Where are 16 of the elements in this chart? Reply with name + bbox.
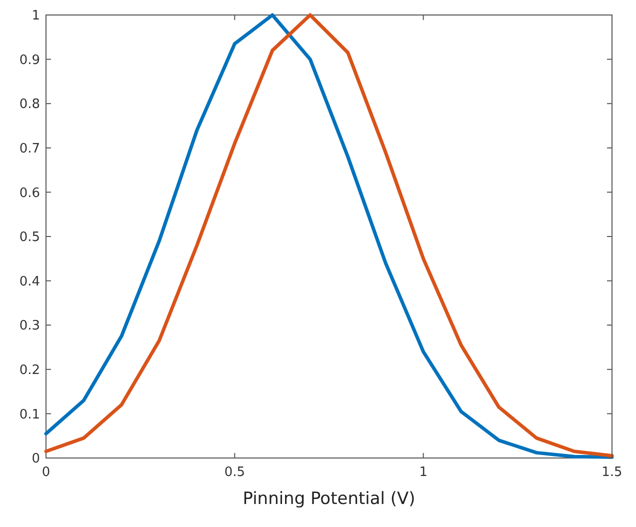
y-tick-label: 0.1 — [19, 407, 40, 422]
y-tick-label: 0.7 — [19, 141, 40, 156]
x-tick-label: 0.5 — [224, 465, 246, 480]
x-tick-label: 1 — [419, 465, 428, 480]
x-tick-label: 1.5 — [602, 465, 622, 480]
y-tick-label: 1 — [32, 8, 40, 24]
y-tick-label: 0.3 — [19, 318, 40, 334]
y-tick-label: 0.6 — [19, 186, 40, 201]
x-tick-label: 0 — [42, 465, 50, 480]
y-tick-label: 0.2 — [19, 362, 40, 378]
y-tick-label: 0.4 — [19, 274, 40, 290]
y-tick-label: 0.8 — [19, 97, 40, 112]
x-axis-title: Pinning Potential (V) — [242, 489, 416, 509]
y-tick-label: 0.5 — [19, 230, 40, 246]
y-tick-label: 0 — [32, 452, 40, 467]
y-tick-label: 0.9 — [19, 52, 40, 68]
